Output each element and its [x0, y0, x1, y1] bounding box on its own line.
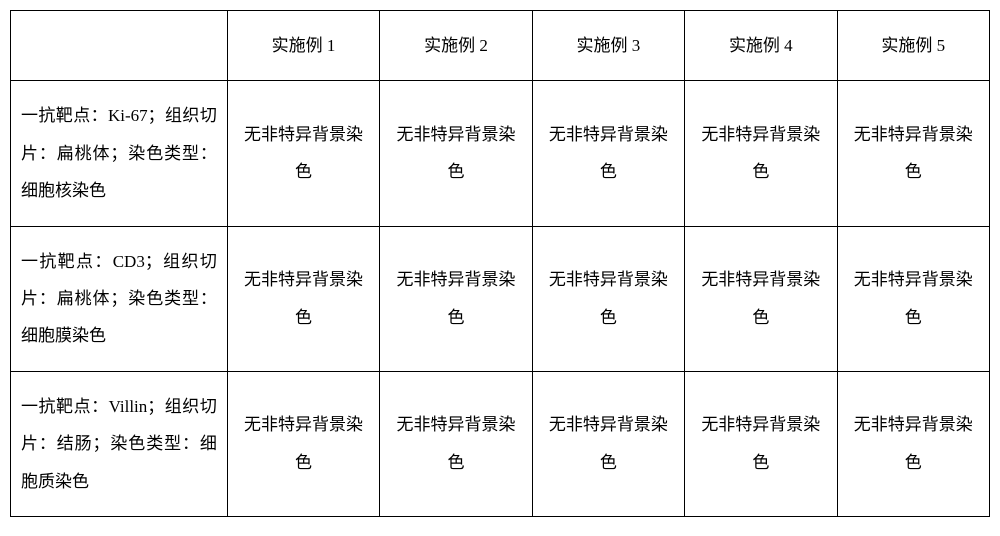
data-cell: 无非特异背景染色 — [532, 371, 684, 516]
data-cell: 无非特异背景染色 — [227, 371, 379, 516]
data-cell: 无非特异背景染色 — [837, 81, 989, 226]
data-cell: 无非特异背景染色 — [227, 226, 379, 371]
table-row: 一抗靶点：CD3；组织切片：扁桃体；染色类型：细胞膜染色 无非特异背景染色 无非… — [11, 226, 990, 371]
data-cell: 无非特异背景染色 — [532, 226, 684, 371]
column-header: 实施例 1 — [227, 11, 379, 81]
data-cell: 无非特异背景染色 — [837, 371, 989, 516]
table-row: 一抗靶点：Villin；组织切片：结肠；染色类型：细胞质染色 无非特异背景染色 … — [11, 371, 990, 516]
table-header-row: 实施例 1 实施例 2 实施例 3 实施例 4 实施例 5 — [11, 11, 990, 81]
data-cell: 无非特异背景染色 — [227, 81, 379, 226]
column-header: 实施例 3 — [532, 11, 684, 81]
row-header: 一抗靶点：Villin；组织切片：结肠；染色类型：细胞质染色 — [11, 371, 228, 516]
corner-cell — [11, 11, 228, 81]
data-cell: 无非特异背景染色 — [380, 371, 532, 516]
data-cell: 无非特异背景染色 — [532, 81, 684, 226]
data-cell: 无非特异背景染色 — [685, 226, 837, 371]
column-header: 实施例 2 — [380, 11, 532, 81]
data-cell: 无非特异背景染色 — [380, 81, 532, 226]
row-header: 一抗靶点：CD3；组织切片：扁桃体；染色类型：细胞膜染色 — [11, 226, 228, 371]
table-row: 一抗靶点：Ki-67；组织切片：扁桃体；染色类型：细胞核染色 无非特异背景染色 … — [11, 81, 990, 226]
data-cell: 无非特异背景染色 — [837, 226, 989, 371]
column-header: 实施例 4 — [685, 11, 837, 81]
data-cell: 无非特异背景染色 — [685, 81, 837, 226]
results-table: 实施例 1 实施例 2 实施例 3 实施例 4 实施例 5 一抗靶点：Ki-67… — [10, 10, 990, 517]
column-header: 实施例 5 — [837, 11, 989, 81]
row-header: 一抗靶点：Ki-67；组织切片：扁桃体；染色类型：细胞核染色 — [11, 81, 228, 226]
data-cell: 无非特异背景染色 — [685, 371, 837, 516]
data-cell: 无非特异背景染色 — [380, 226, 532, 371]
